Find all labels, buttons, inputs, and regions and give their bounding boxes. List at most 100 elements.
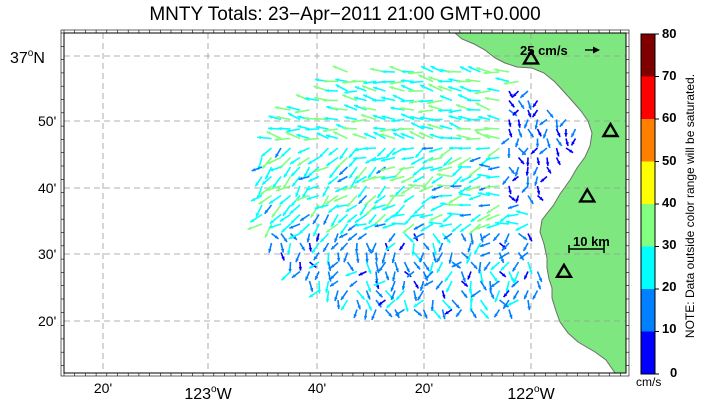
current-vector [282,204,292,217]
longitude-labels: 20' 123oW 40' 20' 122oW [94,380,556,403]
current-vector [540,175,548,183]
current-vector [266,130,282,140]
colorbar-tick: 0 [670,365,677,380]
current-vector [298,261,303,271]
colorbar-unit: cm/s [636,375,661,389]
current-vector [564,128,568,137]
current-vector [395,289,406,301]
current-vector [502,299,510,310]
current-vector [332,107,348,111]
current-vector [400,185,415,195]
current-vector [352,156,367,161]
current-vector [354,175,367,184]
current-vector [429,213,443,222]
current-vector [340,299,349,311]
current-vector [353,96,367,102]
map-title: MNTY Totals: 23−Apr−2011 21:00 GMT+0.000 [149,4,541,25]
radar-sites [521,49,620,279]
colorbar [640,33,659,375]
current-vector [512,175,519,182]
current-vector [570,128,577,138]
current-vector [360,114,377,121]
current-vector [307,156,320,165]
current-vector [271,204,282,218]
current-vector [271,176,282,189]
current-vector [339,223,349,235]
current-vector [527,195,534,205]
lon-label: 20' [94,380,112,396]
current-vector [448,109,462,114]
current-vector [295,194,310,202]
lat-label: 20' [38,313,56,329]
current-vector [485,156,500,161]
current-vector [379,128,396,133]
current-vector [441,309,446,320]
current-vector [371,156,386,162]
current-vector [532,290,539,300]
current-vector [325,290,330,303]
current-vector [373,280,386,287]
current-vector [419,185,434,193]
current-vector [483,126,500,130]
current-vector [443,232,453,240]
current-vector [258,194,272,205]
current-vector [428,83,443,92]
current-vector [487,87,500,92]
current-vector [401,69,415,74]
current-vector [459,213,472,218]
triangle-marker-icon [554,262,574,279]
current-vector [327,175,339,186]
current-vector [359,204,368,216]
current-vector [358,270,367,276]
current-vector [422,175,434,189]
current-vector [470,213,481,223]
current-vector [373,131,386,140]
current-vector [536,271,543,283]
current-vector [452,175,463,186]
colorbar-segment [641,34,655,77]
current-vector [354,213,367,224]
current-vector [274,106,291,111]
colorbar-segment [641,119,655,162]
current-vector [325,134,339,140]
current-vector [494,290,501,303]
current-vector [373,194,386,205]
current-vector [325,223,339,233]
current-vector [357,185,368,199]
current-vector [403,261,411,273]
current-vector [431,185,443,192]
current-vector [340,290,349,301]
current-vector [439,223,453,228]
current-vector [413,280,420,289]
current-vector [381,204,396,211]
current-vector [391,118,405,123]
current-vector [507,147,511,158]
current-vector [264,166,273,180]
current-vector [559,118,567,128]
current-vector [346,261,355,272]
current-vector [536,128,542,137]
lon-label: 40' [308,380,326,396]
current-vector [447,156,462,166]
current-vector [458,185,472,194]
current-vector [382,69,396,74]
current-vector [400,113,415,121]
current-vector [422,242,430,251]
current-vector [428,147,443,153]
current-vector [437,85,453,92]
current-vector [555,138,563,147]
speed-scale-label: 25 cm/s [520,43,568,58]
current-vector [376,185,387,199]
current-vector [508,166,516,175]
current-vector [444,271,453,283]
current-vector [536,157,541,166]
current-vector [534,119,539,130]
current-vector [546,109,554,119]
current-vector [390,280,396,292]
current-vector [511,261,520,272]
current-vector [489,271,499,283]
current-vector [467,98,481,102]
current-vector [308,175,320,183]
current-vector [429,166,443,172]
current-vector [439,147,453,158]
